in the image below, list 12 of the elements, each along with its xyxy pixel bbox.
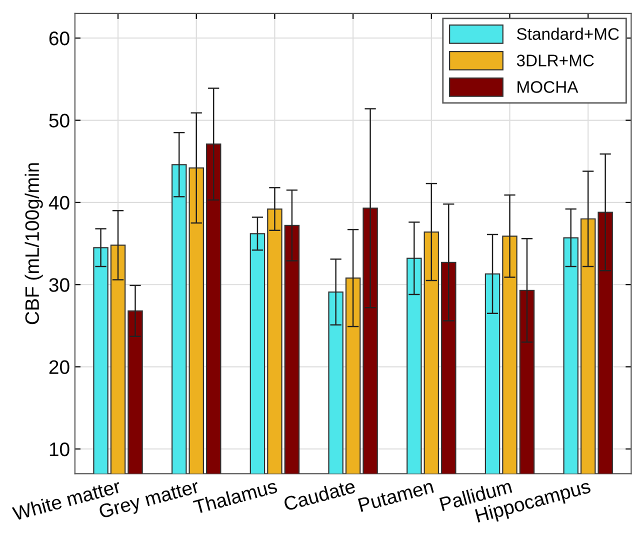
y-axis-title: CBF (mL/100g/min (24, 163, 43, 324)
y-tick-label: 40 (48, 196, 70, 210)
x-tick-label: Putamen (358, 480, 434, 512)
legend-label: Standard+MC (516, 28, 619, 40)
y-tick-label: 10 (50, 442, 70, 456)
legend-label: 3DLR+MC (516, 54, 594, 66)
y-tick-label: 20 (49, 360, 70, 374)
y-tick-label: 60 (49, 32, 70, 46)
x-tick-label: Caudate (283, 478, 356, 512)
legend-label: MOCHA (518, 81, 578, 93)
y-tick-label: 30 (49, 278, 70, 292)
y-tick-label: 50 (49, 114, 70, 128)
